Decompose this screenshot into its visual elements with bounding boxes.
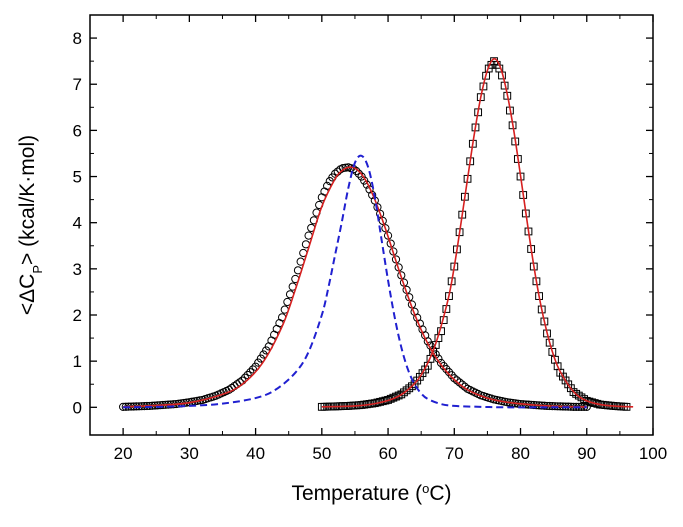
circle-point <box>352 166 361 176</box>
x-axis-title-tail: C) <box>429 482 451 505</box>
plot-frame <box>89 14 654 436</box>
circle-point <box>458 380 467 389</box>
circle-point <box>248 365 258 374</box>
y-tick-label: 1 <box>73 352 82 371</box>
circle-point <box>383 231 393 240</box>
y-tick-label: 0 <box>73 398 82 417</box>
circle-point <box>381 224 390 233</box>
circle-point <box>243 370 252 380</box>
x-tick-label: 60 <box>379 444 398 463</box>
square-point <box>582 396 591 405</box>
y-axis-title: <ΔCP> (kcal/K·mol) <box>16 135 45 315</box>
y-axis-title-pre: <ΔC <box>16 274 39 315</box>
square-point <box>580 395 589 403</box>
x-tick-label: 70 <box>445 444 464 463</box>
circle-point <box>450 374 459 383</box>
square-point <box>585 397 594 406</box>
x-axis-title-main: Temperature ( <box>291 482 422 505</box>
square-point <box>545 338 554 347</box>
series-line-solid-0 <box>123 166 587 408</box>
axis-layer: 20 30 40 50 60 70 80 90 100 0 1 2 3 4 5 6 7 8 <box>73 15 667 463</box>
series-line-dashed-2 <box>123 154 587 409</box>
y-axis-title-tail: > (kcal/K·mol) <box>16 135 39 265</box>
y-tick-label: 4 <box>73 214 82 233</box>
x-tick-label: 20 <box>114 444 133 463</box>
series-circle-markers <box>119 163 591 411</box>
x-tick-label: 90 <box>577 444 596 463</box>
circle-point <box>455 378 464 387</box>
circle-point <box>246 368 255 377</box>
y-tick-label: 5 <box>73 168 82 187</box>
circle-point <box>452 376 462 385</box>
x-axis-title: Temperature (oC) <box>291 481 451 506</box>
square-point <box>402 386 411 395</box>
y-tick-label: 7 <box>73 75 82 94</box>
series-layer <box>119 57 634 411</box>
series-square-markers <box>317 57 631 411</box>
y-tick-label: 6 <box>73 121 82 140</box>
y-axis-title-sub: P <box>30 265 45 274</box>
x-tick-label: 50 <box>312 444 331 463</box>
circle-point <box>357 172 366 181</box>
x-tick-label: 100 <box>639 444 667 463</box>
square-point <box>405 384 414 393</box>
square-point <box>548 348 557 356</box>
series-line-solid-1 <box>321 58 634 408</box>
x-tick-label: 80 <box>511 444 530 463</box>
x-axis-title-sup: o <box>422 481 429 496</box>
x-tick-label: 40 <box>246 444 265 463</box>
y-tick-label: 8 <box>73 29 82 48</box>
y-tick-label: 3 <box>73 260 82 279</box>
circle-point <box>376 209 385 218</box>
square-point <box>397 390 406 399</box>
square-point <box>400 388 408 397</box>
y-tick-label: 2 <box>73 306 82 325</box>
x-tick-label: 30 <box>180 444 199 463</box>
